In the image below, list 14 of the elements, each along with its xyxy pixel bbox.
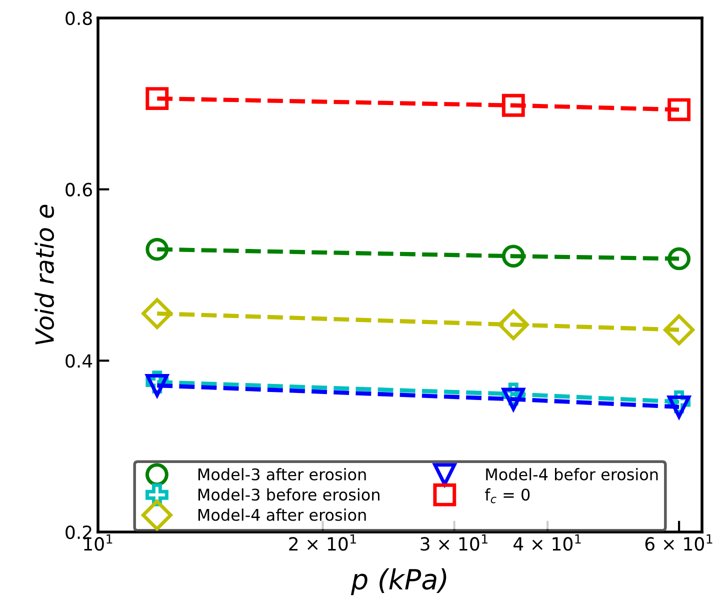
- y-axis-title: Void ratio e: [34, 204, 54, 344]
- x-tick-label: 6 × 10$^{1}$: [645, 534, 712, 551]
- x-axis-title: p (kPa): [350, 568, 446, 596]
- legend-label: Model-3 after erosion: [198, 468, 366, 480]
- x-tick-label: 3 × 10$^{1}$: [420, 534, 488, 551]
- x-tick-label: 2 × 10$^{1}$: [289, 534, 356, 551]
- x-tick-label: 4 × 10$^{1}$: [514, 534, 581, 551]
- y-tick-label: 0.8: [66, 11, 92, 26]
- legend-label: Model-4 befor erosion: [486, 468, 658, 480]
- y-tick-label: 0.6: [66, 182, 92, 196]
- legend-label: f$_{c}$ = 0: [484, 488, 530, 504]
- legend-label: Model-4 after erosion: [198, 508, 366, 521]
- legend-label: Model-3 before erosion: [198, 488, 380, 501]
- y-tick-label: 0.4: [66, 354, 92, 368]
